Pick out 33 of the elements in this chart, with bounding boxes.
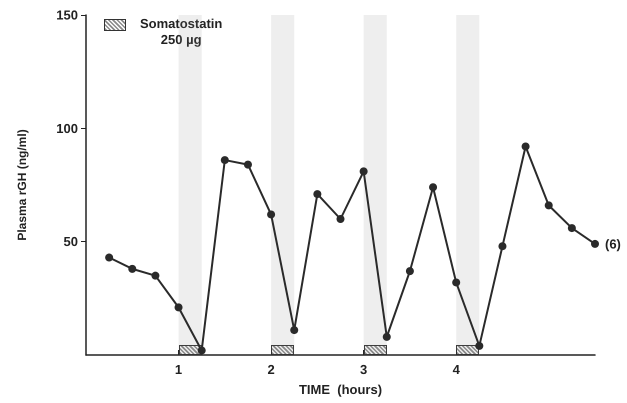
x-axis-title: TIME (hours) bbox=[298, 382, 382, 397]
point bbox=[105, 254, 114, 262]
point bbox=[360, 167, 368, 176]
point bbox=[406, 267, 414, 276]
x-tick-label: 2 bbox=[267, 362, 275, 377]
point bbox=[244, 160, 252, 169]
point bbox=[151, 272, 160, 280]
y-axis-title: Plasma rGH (ng/ml) bbox=[15, 129, 29, 241]
point bbox=[220, 156, 229, 164]
point bbox=[452, 278, 460, 286]
point bbox=[429, 183, 438, 192]
annotation: (6) bbox=[605, 236, 621, 252]
point bbox=[267, 210, 276, 218]
y-tick-label: 50 bbox=[64, 234, 78, 250]
point bbox=[475, 342, 484, 350]
y-tick-label: 100 bbox=[56, 120, 78, 136]
point bbox=[382, 332, 391, 341]
x-tick-label: 1 bbox=[174, 362, 182, 377]
x-tick-label: 3 bbox=[360, 362, 368, 377]
point bbox=[568, 224, 576, 232]
point bbox=[591, 240, 599, 248]
point bbox=[128, 264, 136, 273]
point bbox=[174, 303, 183, 312]
point bbox=[313, 190, 322, 198]
point bbox=[522, 142, 530, 150]
point bbox=[544, 201, 553, 210]
point bbox=[198, 346, 206, 354]
point bbox=[290, 326, 298, 334]
y-tick-label: 150 bbox=[56, 8, 78, 22]
band-label: Somatostatin 250 µg bbox=[140, 16, 222, 48]
point bbox=[498, 242, 506, 250]
point bbox=[336, 215, 344, 223]
x-tick-label: 4 bbox=[452, 362, 461, 377]
